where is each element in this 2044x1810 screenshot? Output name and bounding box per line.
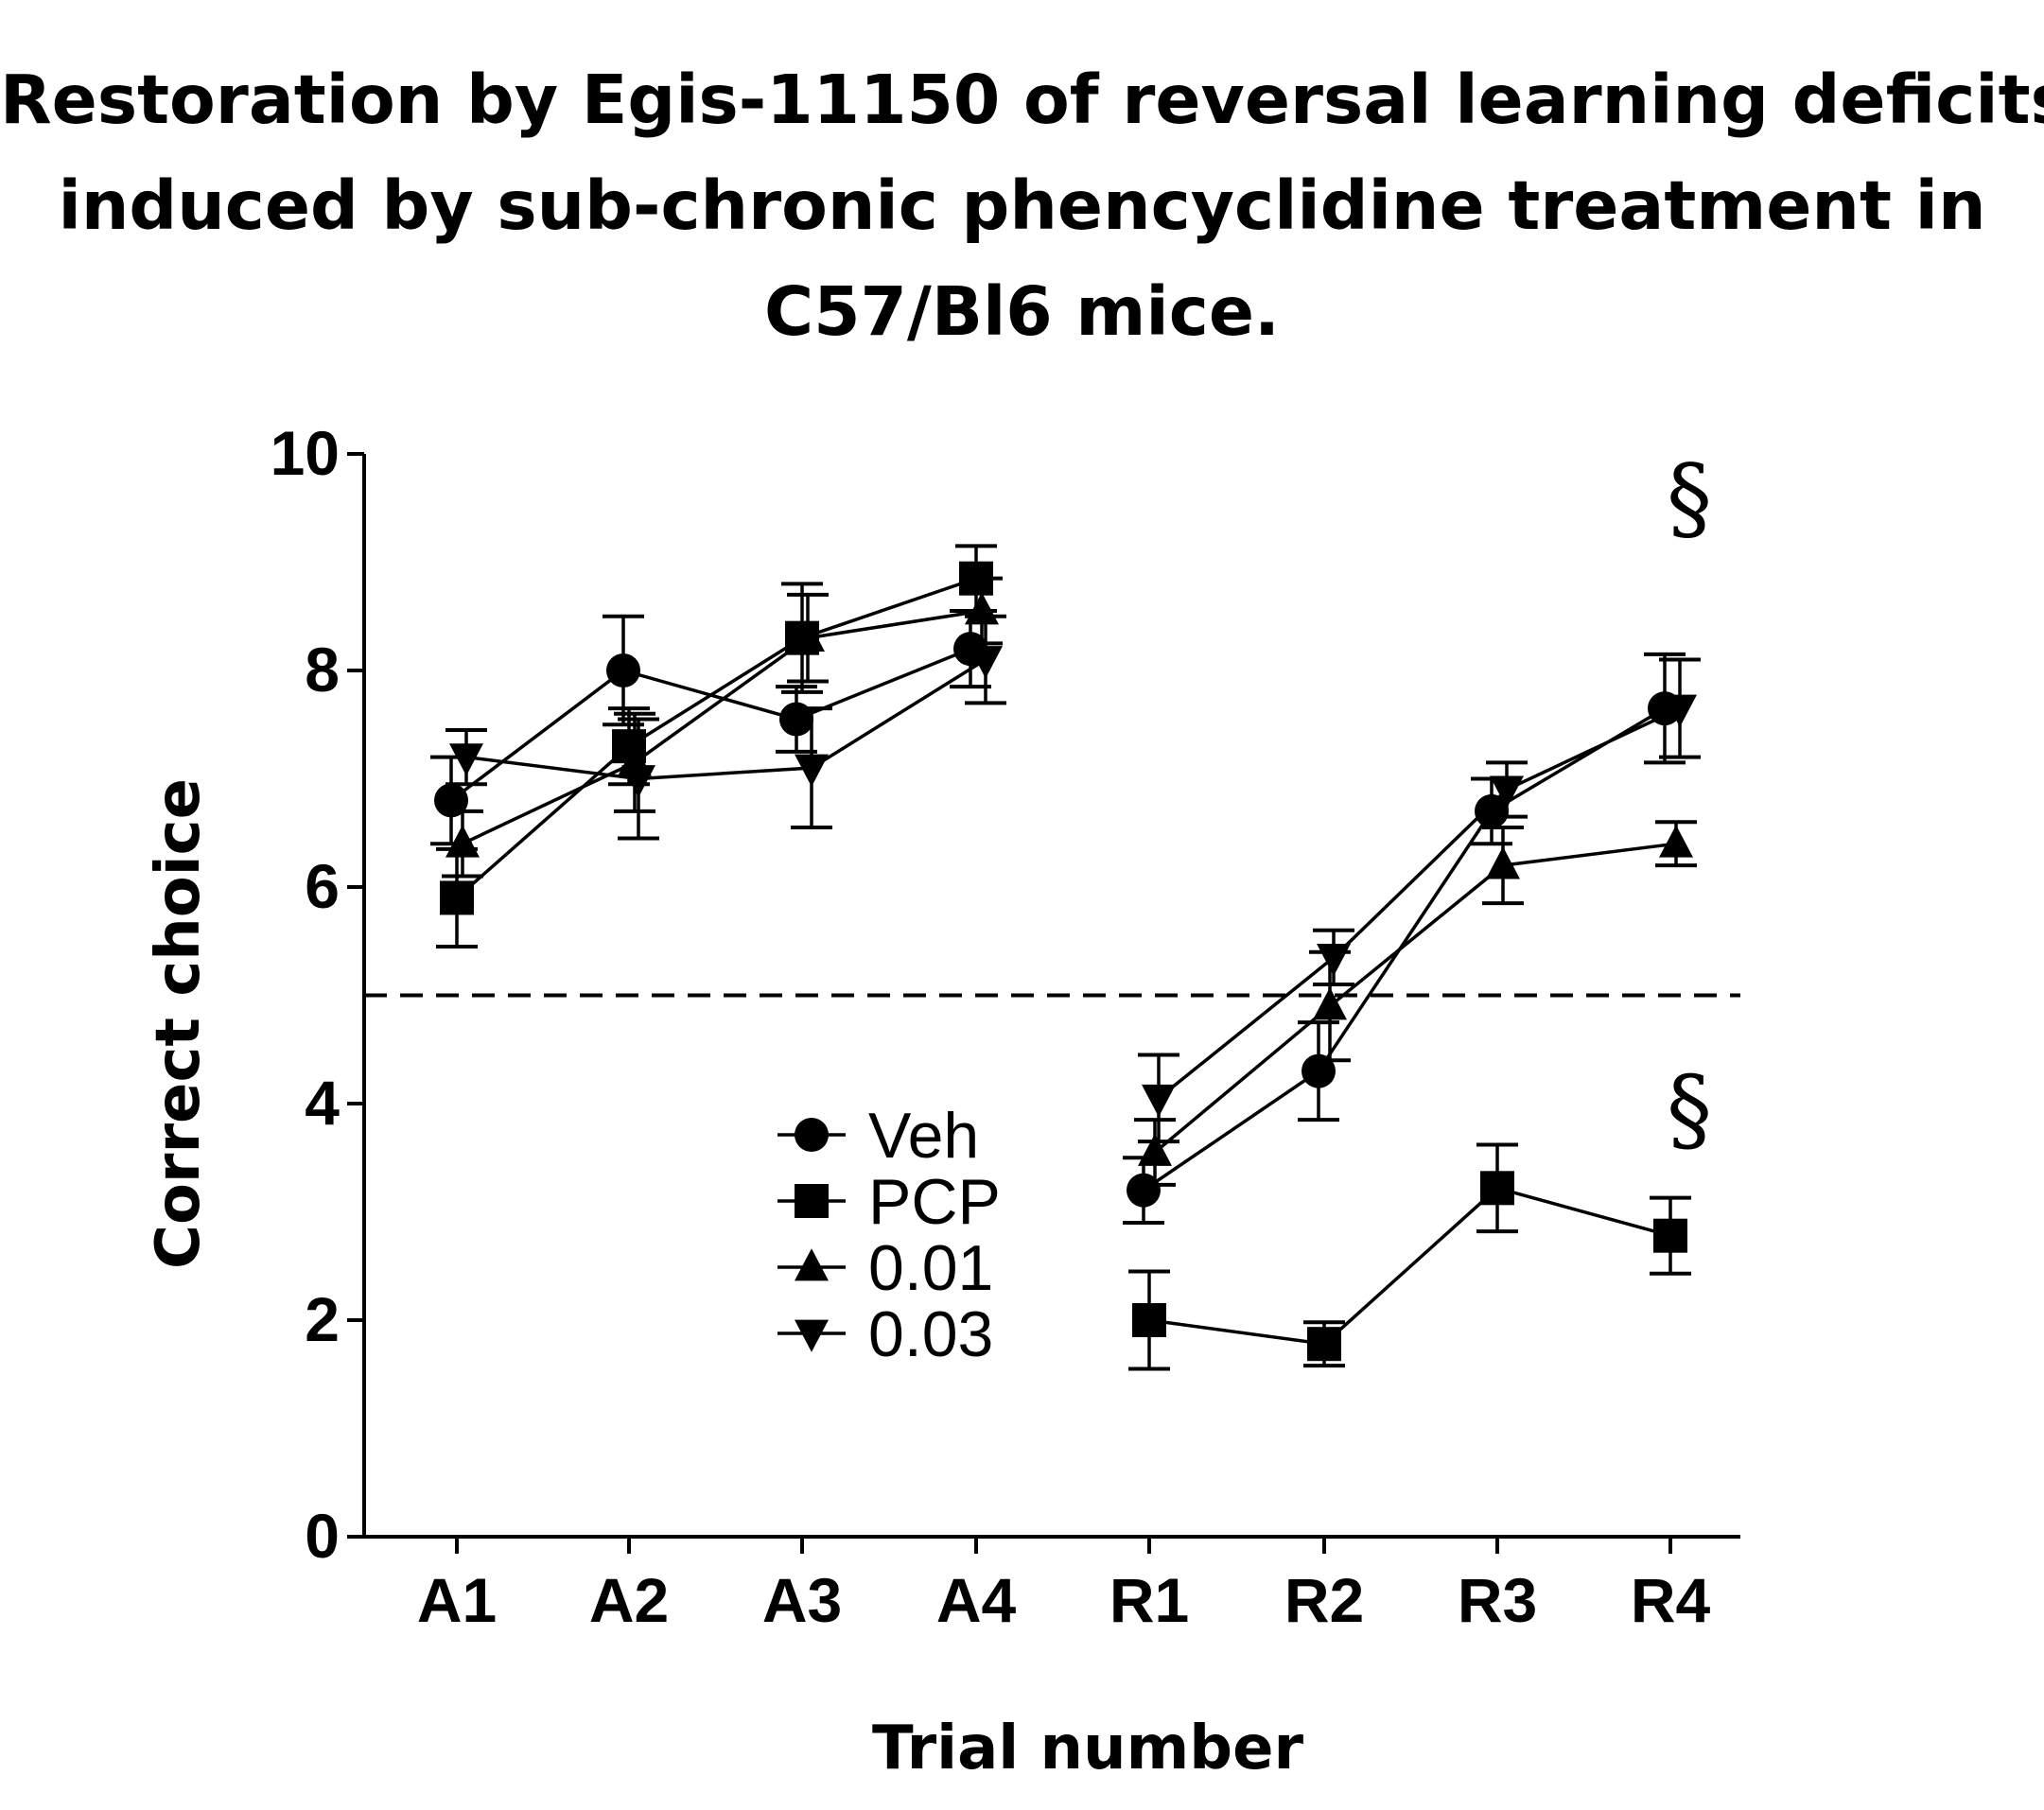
- x-tick-label: A1: [417, 1565, 497, 1635]
- data-point: [1142, 1084, 1176, 1118]
- x-tick-label: A3: [762, 1565, 842, 1635]
- legend-label: 0.01: [868, 1232, 993, 1304]
- y-tick-label: 10: [271, 418, 340, 488]
- legend-label: PCP: [868, 1166, 1001, 1238]
- data-point: [1653, 1218, 1687, 1253]
- series-line: [455, 577, 977, 899]
- significance-marker: §: [1667, 1057, 1712, 1163]
- chart-title: Restoration by Egis-11150 of reversal le…: [0, 47, 2044, 365]
- data-point: [1313, 987, 1347, 1020]
- legend-label: 0.03: [868, 1298, 993, 1370]
- data-point: [1132, 1303, 1166, 1337]
- x-tick-label: A2: [589, 1565, 669, 1635]
- data-point: [1302, 1053, 1336, 1088]
- legend-marker: [795, 1184, 829, 1218]
- y-tick-label: 2: [305, 1284, 340, 1354]
- title-line-1: Restoration by Egis-11150 of reversal le…: [0, 61, 2044, 139]
- x-tick-label: R4: [1631, 1565, 1711, 1635]
- series-line: [1143, 706, 1666, 1192]
- data-point: [1490, 775, 1524, 809]
- data-point: [449, 743, 483, 776]
- data-point: [1138, 1133, 1172, 1166]
- series-line: [449, 647, 971, 802]
- legend-label: Veh: [868, 1100, 979, 1172]
- data-point: [445, 825, 480, 858]
- data-point: [1475, 793, 1509, 828]
- legend-marker: [795, 1248, 829, 1281]
- legend-marker: [795, 1319, 829, 1352]
- data-point: [969, 646, 1003, 679]
- series-line: [1148, 1186, 1671, 1347]
- title-line-2: induced by sub-chronic phencyclidine tre…: [58, 166, 1986, 245]
- y-axis-title: Correct choice: [144, 778, 214, 1269]
- x-tick-label: A4: [936, 1565, 1017, 1635]
- x-tick-label: R3: [1458, 1565, 1537, 1635]
- title-line-3: C57/Bl6 mice.: [764, 272, 1280, 351]
- data-point: [434, 783, 468, 818]
- significance-marker: §: [1667, 445, 1712, 551]
- data-point: [1127, 1173, 1161, 1208]
- data-point: [1317, 944, 1351, 977]
- series-line: [1153, 842, 1677, 1154]
- data-point: [621, 765, 655, 798]
- x-tick-label: R1: [1109, 1565, 1189, 1635]
- data-point: [1480, 1171, 1514, 1206]
- x-tick-label: R2: [1284, 1565, 1364, 1635]
- data-point: [1307, 1327, 1341, 1362]
- data-point: [779, 702, 813, 737]
- data-point: [1663, 694, 1697, 727]
- data-point: [791, 618, 825, 653]
- y-tick-label: 0: [305, 1501, 340, 1571]
- data-point: [795, 754, 829, 787]
- data-point: [1486, 846, 1520, 879]
- y-tick-label: 8: [305, 635, 340, 705]
- y-tick-label: 6: [305, 851, 340, 921]
- data-point: [1659, 825, 1693, 858]
- data-point: [606, 653, 640, 687]
- data-point: [965, 592, 999, 625]
- data-point: [440, 880, 474, 915]
- y-tick-label: 4: [305, 1068, 340, 1138]
- series-line: [1157, 706, 1681, 1100]
- series-line: [465, 658, 987, 781]
- x-axis-title: Trial number: [872, 1714, 1304, 1784]
- series-line: [462, 609, 983, 845]
- legend-marker: [795, 1118, 829, 1152]
